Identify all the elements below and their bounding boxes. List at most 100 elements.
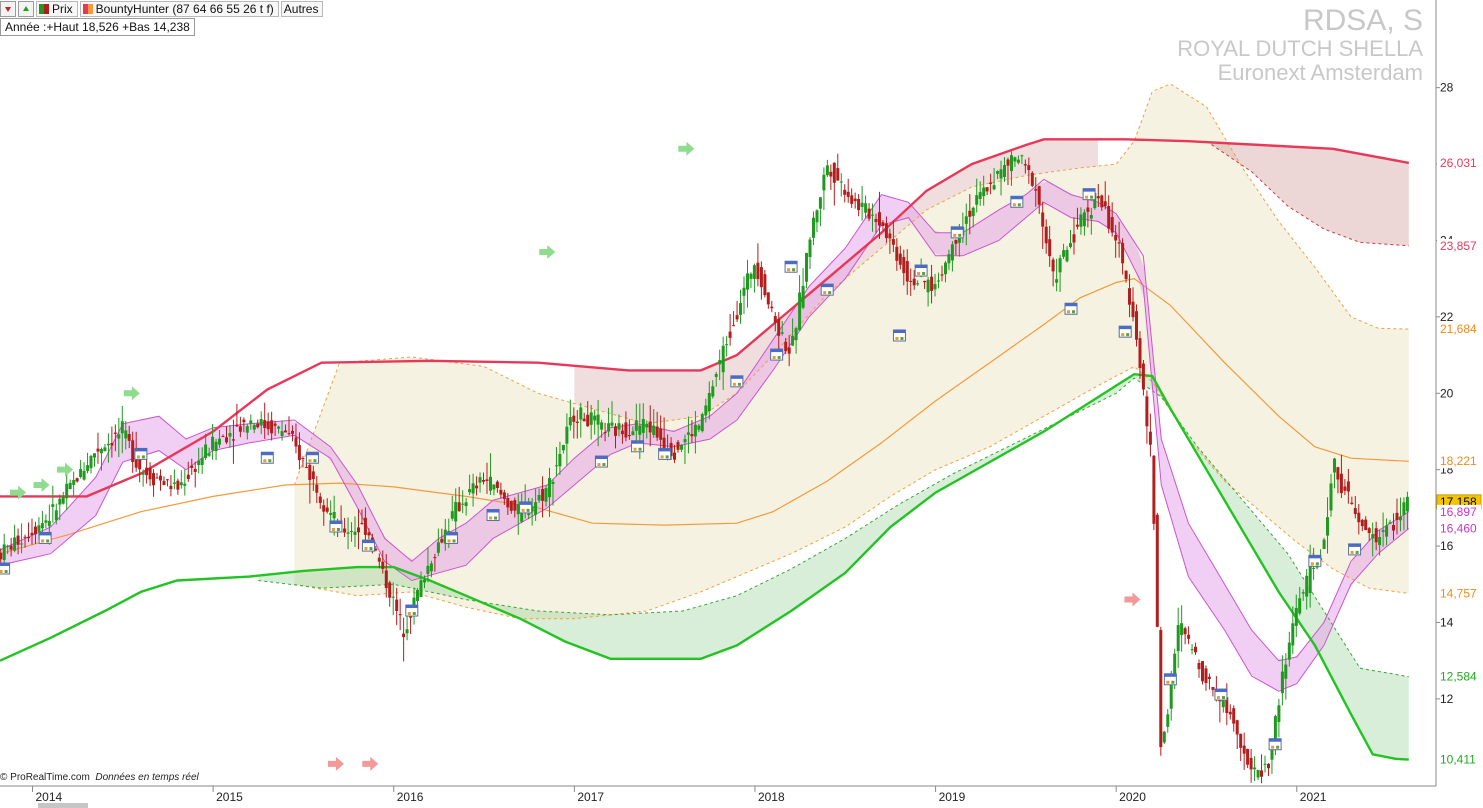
candle [739, 289, 742, 324]
candle [89, 454, 93, 474]
candle [120, 405, 124, 454]
candle [1135, 304, 1138, 347]
candle [1333, 457, 1336, 489]
candle [648, 405, 652, 447]
candle [492, 484, 496, 496]
candle [711, 380, 715, 399]
candle [1294, 594, 1298, 638]
candle [374, 545, 378, 552]
candle [391, 582, 395, 616]
candle [784, 337, 788, 355]
indicator-icon [82, 4, 93, 14]
candle [732, 311, 736, 327]
candle [169, 475, 173, 497]
candle [756, 243, 760, 287]
candle [263, 402, 267, 439]
candle [1166, 709, 1170, 733]
candle [1339, 454, 1343, 498]
candle [377, 553, 381, 569]
candle [1006, 157, 1010, 186]
candle [746, 259, 749, 308]
event-marker-icon [1082, 188, 1096, 201]
candle [798, 275, 802, 331]
candle [780, 320, 784, 336]
buy-arrow-icon [123, 386, 140, 401]
prix-menu[interactable]: Prix [36, 1, 78, 17]
candle [902, 249, 906, 286]
expand-up-button[interactable] [18, 1, 34, 17]
candle [895, 238, 899, 271]
candle [266, 412, 270, 436]
event-marker-icon [305, 451, 319, 464]
candle [398, 598, 402, 631]
event-marker-icon [361, 539, 375, 552]
event-marker-icon [1308, 554, 1322, 567]
candle [148, 462, 152, 487]
candle [301, 456, 305, 468]
price-label: 16,897 [1437, 505, 1481, 519]
candle [631, 426, 635, 436]
candle [1280, 655, 1284, 706]
candle [1263, 755, 1267, 773]
candle [75, 477, 79, 483]
candle [1374, 521, 1378, 551]
candle [551, 479, 555, 506]
magenta-upper-line [0, 178, 1410, 662]
orange-average-line [0, 278, 1409, 555]
x-tick-label: 2021 [1300, 790, 1327, 804]
candle [763, 269, 767, 298]
candle [759, 261, 763, 300]
candle [1277, 698, 1281, 738]
candle [850, 188, 854, 208]
indicator-menu[interactable]: BountyHunter (87 64 66 55 26 t f) [79, 1, 279, 17]
candle [1148, 413, 1152, 457]
indicator-label: BountyHunter (87 64 66 55 26 t f) [95, 2, 274, 16]
candle [846, 178, 850, 203]
candle [930, 264, 934, 304]
candle [944, 260, 947, 283]
candle [1187, 626, 1191, 645]
candle [308, 458, 312, 504]
candle [9, 537, 13, 557]
candle [940, 265, 944, 282]
candle [1114, 224, 1118, 258]
candle [607, 407, 611, 437]
candle [933, 273, 937, 297]
candle [284, 424, 287, 433]
candle [989, 173, 993, 195]
candle [482, 472, 485, 485]
y-tick-label: 16 [1440, 539, 1454, 553]
candle [214, 438, 218, 461]
candle [65, 469, 69, 511]
event-marker-icon [519, 501, 533, 514]
candle [1253, 756, 1257, 782]
candle [311, 465, 315, 491]
candle [61, 491, 65, 505]
event-marker-icon [405, 604, 419, 617]
prix-label: Prix [52, 2, 73, 16]
candle [898, 245, 902, 270]
candle [1353, 495, 1357, 519]
candle [238, 416, 242, 438]
candle [673, 444, 676, 464]
collapse-down-button[interactable] [0, 1, 16, 17]
candle [996, 170, 1000, 180]
candle [1287, 631, 1291, 667]
buy-arrow-icon [539, 244, 556, 259]
horizontal-scrollbar-thumb [38, 803, 88, 808]
candle [1037, 185, 1041, 214]
y-tick-label: 20 [1440, 386, 1454, 400]
candle [624, 411, 628, 442]
candle [419, 571, 423, 597]
candle [176, 478, 180, 495]
candle [815, 209, 819, 233]
y-tick-label: 12 [1440, 692, 1454, 706]
autres-button[interactable]: Autres [280, 1, 324, 17]
event-marker-icon [38, 531, 52, 544]
candle [145, 455, 149, 484]
event-marker-icon [1010, 195, 1024, 208]
candle [280, 420, 284, 441]
watermark-name: ROYAL DUTCH SHELLA [1177, 36, 1423, 61]
candle [565, 413, 569, 466]
